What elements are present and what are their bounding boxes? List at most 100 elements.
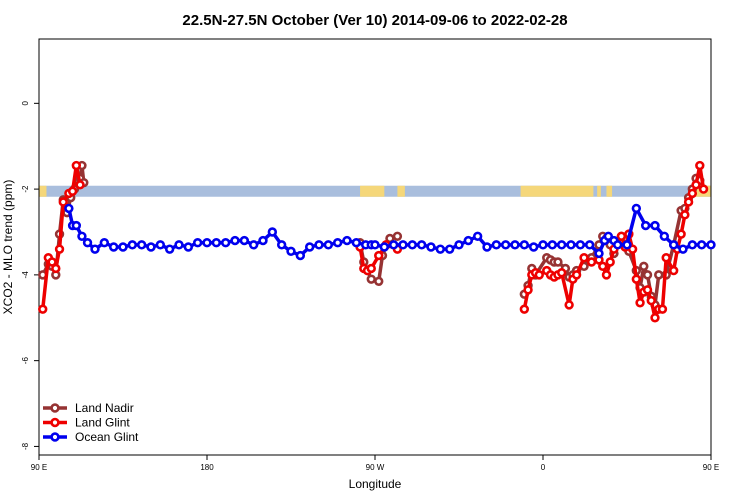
legend-label-2: Ocean Glint [75, 430, 139, 444]
series-2-point-29 [314, 240, 324, 250]
series-2-point-46 [463, 235, 474, 246]
band-land-2 [520, 185, 594, 197]
series-2-point-71 [678, 244, 688, 254]
series-0-point-21 [392, 231, 403, 241]
series-0 [38, 160, 705, 310]
band-land-3 [597, 185, 601, 197]
series-2-point-50 [500, 240, 511, 250]
series-1-point-45 [646, 295, 656, 306]
band-land-1 [397, 185, 405, 197]
y-tick-label-2: -4 [21, 271, 30, 279]
series-2-point-74 [706, 240, 716, 250]
x-tick-label-0: 90 E [31, 463, 47, 472]
series-2-point-22 [248, 240, 259, 250]
legend-marker-2 [50, 432, 60, 442]
series-2-point-52 [519, 240, 530, 250]
series-2-point-6 [99, 238, 110, 248]
y-tick-label-4: -8 [21, 442, 30, 450]
y-tick-label-3: -6 [21, 357, 30, 365]
series-2-point-27 [295, 250, 306, 261]
series-2-point-45 [454, 240, 464, 250]
series-2-point-23 [258, 235, 268, 246]
band-land-wrap-5 [39, 185, 47, 197]
series-1-point-53 [680, 210, 690, 220]
series-2-point-47 [472, 231, 483, 241]
series-1-point-58 [698, 184, 709, 194]
series-2-point-3 [77, 231, 87, 241]
series-1-point-44 [642, 285, 653, 295]
series-1-point-27 [564, 300, 574, 310]
series-0-point-46 [639, 261, 649, 271]
series-2-point-57 [566, 240, 576, 250]
x-axis: 90 E 180 90 W 0 90 E [31, 455, 719, 472]
series-1-point-13 [366, 263, 376, 274]
series-0-point-16 [366, 274, 376, 284]
series-2-point-66 [631, 203, 642, 214]
series-2-point-43 [435, 244, 446, 254]
x-axis-title: Longitude [349, 477, 402, 491]
series-layer [38, 160, 716, 323]
series-2-point-37 [379, 242, 390, 252]
series-1-point-55 [687, 188, 698, 199]
series-2-point-55 [547, 240, 558, 250]
series-2-point-49 [491, 240, 502, 250]
y-axis-title: XCO2 - MLO trend (ppm) [1, 180, 15, 315]
series-1-point-56 [691, 180, 701, 190]
series-2-point-54 [538, 240, 548, 250]
series-2-point-33 [351, 238, 362, 248]
series-1-point-18 [523, 285, 533, 295]
x-tick-label-3: 0 [541, 463, 546, 472]
y-tick-label-1: -2 [21, 185, 30, 193]
series-2-point-42 [426, 242, 436, 252]
series-2-point-5 [90, 244, 100, 254]
series-2-point-7 [108, 242, 119, 252]
series-1-point-30 [579, 253, 589, 263]
series-2-point-18 [211, 238, 222, 248]
series-2-point-65 [622, 240, 632, 250]
series-2-point-32 [342, 235, 352, 246]
series-1-point-9 [75, 180, 85, 190]
series-1-point-54 [683, 197, 694, 207]
series-2-point-14 [174, 240, 184, 250]
series-2-point-40 [407, 240, 418, 250]
series-2-point-56 [556, 240, 567, 250]
y-axis: 0 -2 -4 -6 -8 [21, 101, 39, 450]
series-2-point-9 [127, 240, 138, 250]
x-tick-label-4: 90 E [703, 463, 719, 472]
series-2-point-53 [528, 242, 539, 252]
series-0-point-47 [642, 270, 653, 280]
series-2-point-36 [370, 240, 380, 250]
series-2-point-17 [202, 238, 212, 248]
series-2-point-39 [398, 240, 408, 250]
series-1-point-33 [598, 261, 608, 271]
series-1-point-37 [616, 231, 627, 241]
series-1-point-7 [67, 186, 78, 196]
series-2-point-31 [332, 238, 343, 248]
series-1-point-52 [676, 229, 686, 239]
series-2-point-38 [388, 240, 399, 250]
series-1-point-4 [54, 244, 65, 254]
series-1-point-3 [51, 263, 61, 274]
series-0-point-50 [654, 270, 664, 280]
series-1-point-14 [374, 250, 384, 261]
series-0-point-17 [374, 276, 384, 287]
series-0-point-29 [553, 257, 563, 267]
series-1-point-29 [571, 270, 582, 280]
series-2 [64, 203, 716, 261]
legend-label-1: Land Glint [75, 416, 130, 430]
series-2-point-15 [183, 242, 194, 252]
series-1-point-34 [601, 270, 612, 280]
series-1-point-17 [519, 304, 530, 314]
series-2-point-48 [482, 242, 492, 252]
legend-marker-1 [50, 417, 60, 428]
series-2-point-41 [416, 240, 427, 250]
x-tick-label-2: 90 W [366, 463, 385, 472]
series-1-point-21 [534, 270, 544, 280]
series-2-point-0 [64, 203, 74, 214]
series-1-point-50 [668, 265, 679, 276]
series-2-point-16 [192, 238, 203, 248]
series-1-point-2 [47, 257, 57, 267]
series-1-point-46 [650, 313, 660, 323]
